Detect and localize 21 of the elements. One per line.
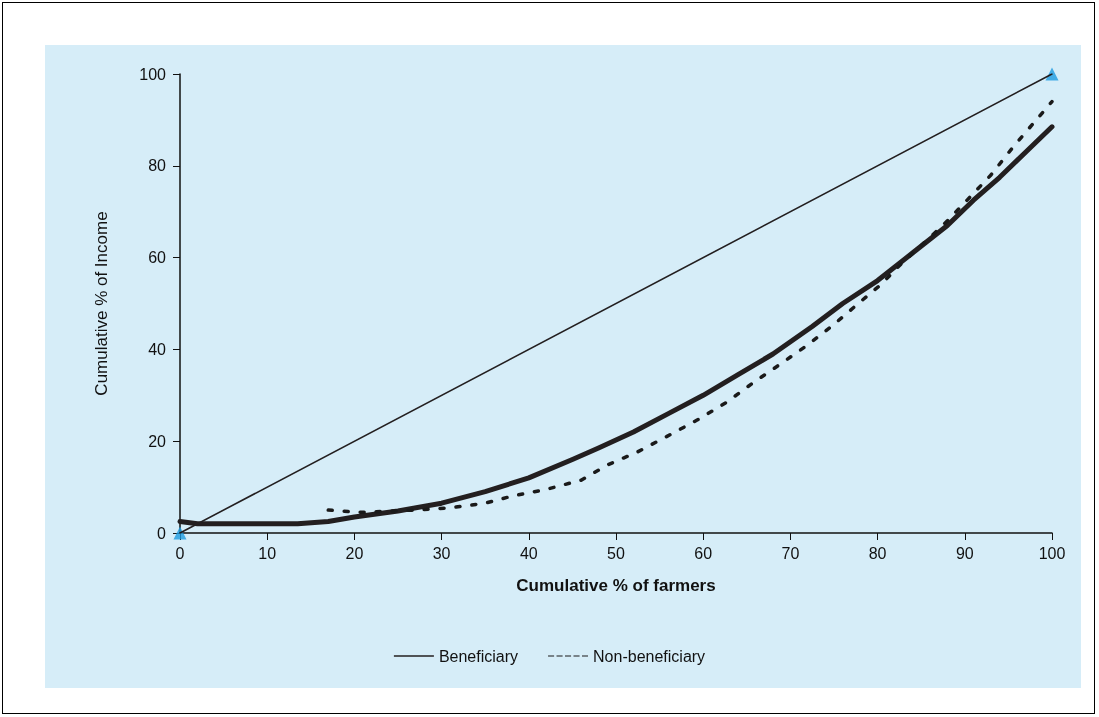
x-tick-label: 40 (519, 544, 538, 562)
y-tick-label: 0 (157, 524, 167, 542)
x-tick-label: 50 (607, 544, 625, 562)
x-tick-label: 90 (955, 544, 974, 562)
x-tick-label: 70 (781, 544, 800, 562)
x-tick-label: 20 (345, 544, 364, 562)
legend-label: Beneficiary (438, 647, 519, 665)
y-tick-label: 100 (139, 65, 167, 83)
y-tick-label: 60 (148, 249, 167, 267)
x-tick-label: 100 (1038, 544, 1066, 562)
x-tick-label: 10 (258, 544, 277, 562)
y-tick-label: 40 (148, 340, 167, 358)
x-tick-label: 60 (694, 544, 713, 562)
x-axis-title: Cumulative % of farmers (516, 576, 716, 595)
x-tick-label: 30 (432, 544, 451, 562)
x-tick-label: 0 (175, 544, 185, 562)
y-tick-label: 20 (148, 432, 167, 450)
y-axis-title: Cumulative % of Income (92, 211, 111, 396)
legend-label: Non-beneficiary (593, 647, 706, 665)
x-tick-label: 80 (868, 544, 887, 562)
y-tick-label: 80 (148, 157, 167, 175)
